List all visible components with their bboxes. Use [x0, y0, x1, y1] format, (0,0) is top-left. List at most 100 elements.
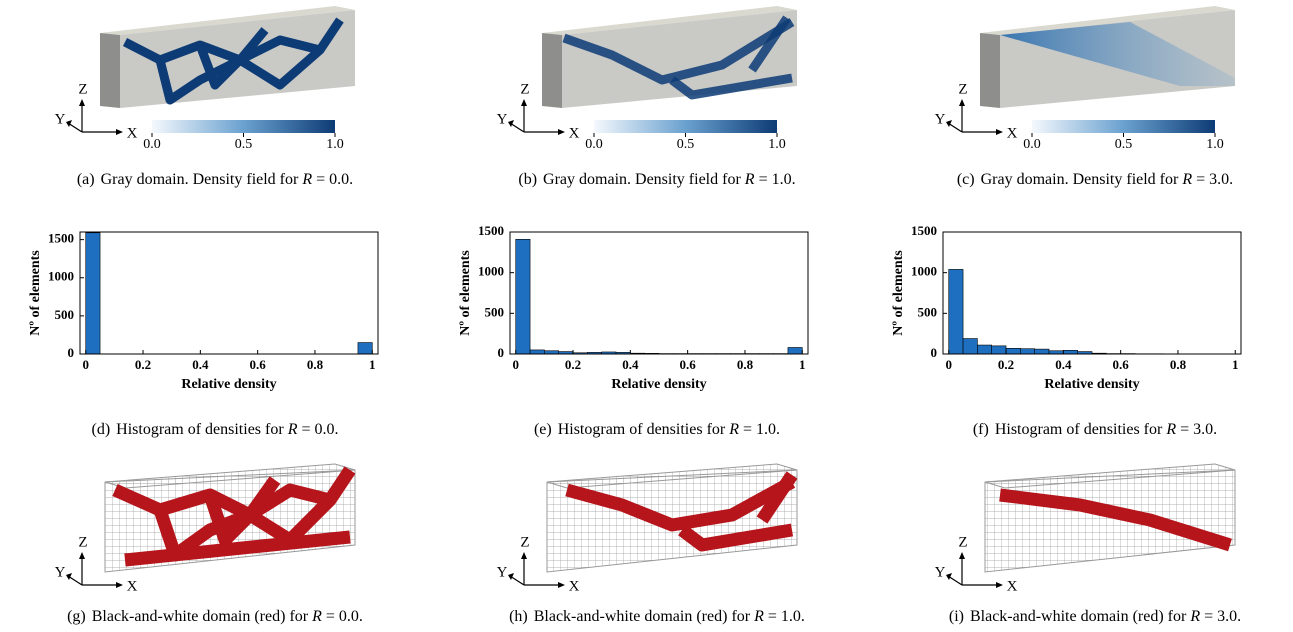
bar	[1005, 348, 1021, 355]
axis-arrow	[959, 99, 965, 106]
axis-letter: X	[127, 125, 138, 141]
axis-letter: Y	[497, 111, 508, 127]
axis-arrow	[946, 573, 952, 580]
caption-rest: = 3.0.	[1176, 421, 1217, 438]
caption: (b) Gray domain. Density field for R = 1.…	[518, 171, 795, 188]
beam-top	[980, 6, 1235, 35]
caption-label: (f)	[973, 421, 989, 438]
y-tick-label: 500	[918, 304, 938, 319]
caption-rest: = 3.0.	[1200, 608, 1241, 625]
solid-band	[565, 476, 796, 532]
x-tick-label: 1	[369, 357, 376, 372]
axis-arrow	[508, 573, 514, 580]
caption: (d) Histogram of densities for R = 0.0.	[92, 421, 339, 438]
caption-label: (h)	[509, 608, 528, 625]
colorbar-label: 1.0	[768, 137, 786, 152]
caption-label: (g)	[67, 608, 86, 625]
x-tick-label: 0.2	[998, 357, 1014, 372]
caption-rest: = 0.0.	[312, 171, 353, 188]
axis-arrow	[66, 120, 72, 127]
caption-variable: R	[301, 171, 312, 188]
bar	[787, 347, 803, 355]
bar	[1020, 348, 1035, 355]
plot-frame	[79, 231, 379, 355]
y-tick-label: 500	[485, 304, 505, 319]
y-tick-label: 1500	[48, 231, 74, 246]
caption-variable: R	[311, 608, 322, 625]
axis-arrow	[509, 122, 525, 133]
axis-letter: Z	[520, 81, 529, 97]
solid-band	[678, 523, 794, 552]
bar	[85, 232, 101, 355]
bar	[1063, 350, 1078, 355]
bar	[515, 239, 531, 355]
axis-arrow	[116, 582, 123, 588]
x-tick-label: 0.8	[307, 357, 324, 372]
beam-side	[542, 33, 562, 108]
axis-arrow	[521, 99, 527, 106]
colorbar-label: 0.0	[585, 137, 603, 152]
caption-variable: R	[287, 421, 298, 438]
beam-side	[980, 33, 1000, 108]
x-tick-label: 0.2	[565, 357, 581, 372]
caption-text: Gray domain. Density field for	[543, 171, 745, 188]
x-axis-label: Relative density	[611, 377, 706, 392]
axis-arrow	[67, 575, 83, 586]
y-tick-label: 500	[55, 307, 75, 322]
bar	[962, 338, 978, 355]
x-tick-label: 0.8	[737, 357, 754, 372]
axis-letter: Z	[958, 534, 967, 550]
solid-band	[112, 466, 356, 562]
plot-frame	[509, 231, 809, 355]
x-tick-label: 0.4	[192, 357, 209, 372]
y-tick-label: 0	[68, 345, 75, 360]
caption-rest: = 0.0.	[297, 421, 338, 438]
caption-rest: = 0.0.	[322, 608, 363, 625]
axis-letter: X	[569, 125, 580, 141]
caption-rest: = 1.0.	[755, 171, 796, 188]
axis-arrow	[508, 120, 514, 127]
colorbar-label: 0.5	[677, 137, 695, 152]
x-axis-label: Relative density	[1044, 377, 1139, 392]
caption-label: (c)	[957, 171, 975, 188]
x-tick-label: 1	[799, 357, 806, 372]
x-tick-label: 0	[82, 357, 89, 372]
axis-letter: Y	[935, 564, 946, 580]
bar	[991, 345, 1007, 355]
axis-arrow	[67, 122, 83, 133]
axis-letter: Y	[55, 111, 66, 127]
caption-variable: R	[728, 421, 739, 438]
y-tick-label: 0	[498, 345, 505, 360]
y-tick-label: 1000	[911, 264, 937, 279]
y-tick-label: 0	[931, 345, 938, 360]
axis-arrow	[558, 582, 565, 588]
y-tick-label: 1000	[48, 269, 74, 284]
bar	[948, 269, 964, 355]
colorbar-label: 1.0	[1206, 137, 1224, 152]
caption-text: Black-and-white domain (red) for	[534, 608, 754, 625]
caption: (f) Histogram of densities for R = 3.0.	[973, 421, 1217, 438]
axis-letter: Y	[935, 111, 946, 127]
caption: (g) Black-and-white domain (red) for R = …	[67, 608, 363, 625]
caption: (a) Gray domain. Density field for R = 0.…	[77, 171, 353, 188]
y-tick-label: 1500	[911, 223, 937, 238]
caption-text: Histogram of densities for	[116, 421, 288, 438]
caption-variable: R	[744, 171, 755, 188]
axis-arrow	[959, 552, 965, 559]
axis-arrow	[521, 552, 527, 559]
y-axis-label: Nº of elements	[458, 250, 473, 336]
density-band	[748, 15, 791, 73]
axis-letter: Y	[497, 564, 508, 580]
axis-arrow	[116, 129, 123, 135]
caption-label: (d)	[92, 421, 111, 438]
colorbar-label: 0.0	[1023, 137, 1041, 152]
axis-letter: Z	[520, 534, 529, 550]
solid-band	[203, 476, 281, 547]
axis-arrow	[996, 129, 1003, 135]
axis-letter: X	[127, 578, 138, 594]
axis-letter: X	[569, 578, 580, 594]
colorbar-label: 0.0	[143, 137, 161, 152]
density-band	[669, 73, 793, 100]
caption: (i) Black-and-white domain (red) for R = …	[949, 608, 1241, 625]
axis-arrow	[79, 99, 85, 106]
